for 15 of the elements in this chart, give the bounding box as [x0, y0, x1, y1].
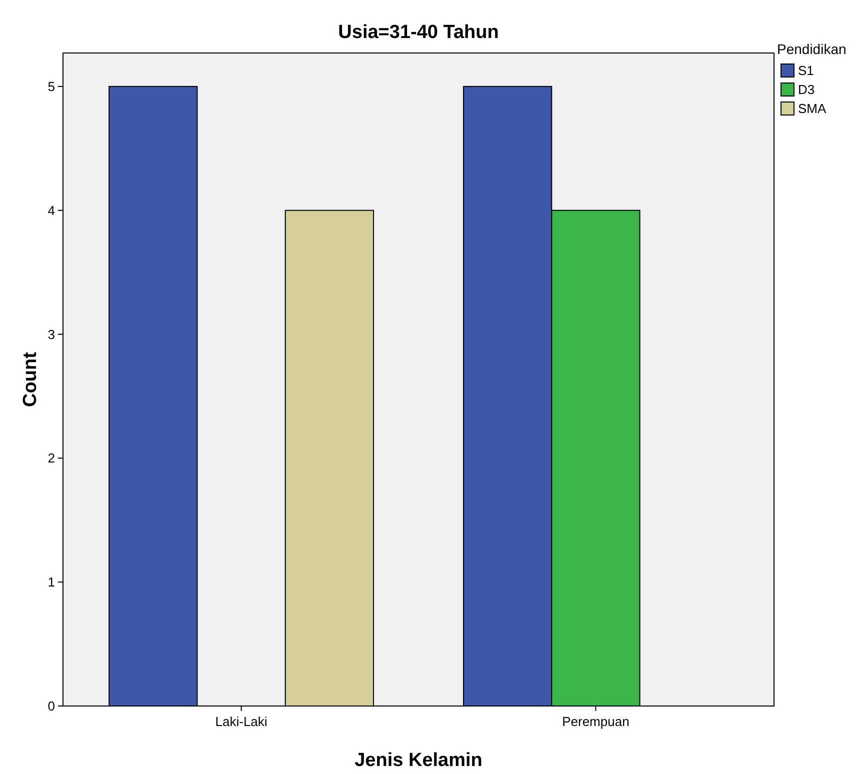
y-axis-title: Count [20, 351, 41, 407]
y-tick-label: 4 [48, 202, 55, 218]
y-tick-label: 3 [48, 326, 55, 342]
x-tick-label: Laki-Laki [215, 714, 268, 729]
chart-title: Usia=31-40 Tahun [338, 22, 499, 43]
y-tick-label: 1 [48, 574, 55, 590]
x-axis-title: Jenis Kelamin [354, 750, 482, 771]
legend-label: S1 [798, 63, 814, 78]
legend-title: Pendidikan [777, 41, 846, 57]
legend-label: SMA [798, 101, 826, 116]
y-tick-label: 0 [48, 698, 55, 714]
legend-label: D3 [798, 82, 815, 97]
x-tick-label: Perempuan [562, 714, 630, 729]
y-tick-label: 2 [48, 450, 55, 466]
y-tick-label: 5 [48, 79, 55, 94]
